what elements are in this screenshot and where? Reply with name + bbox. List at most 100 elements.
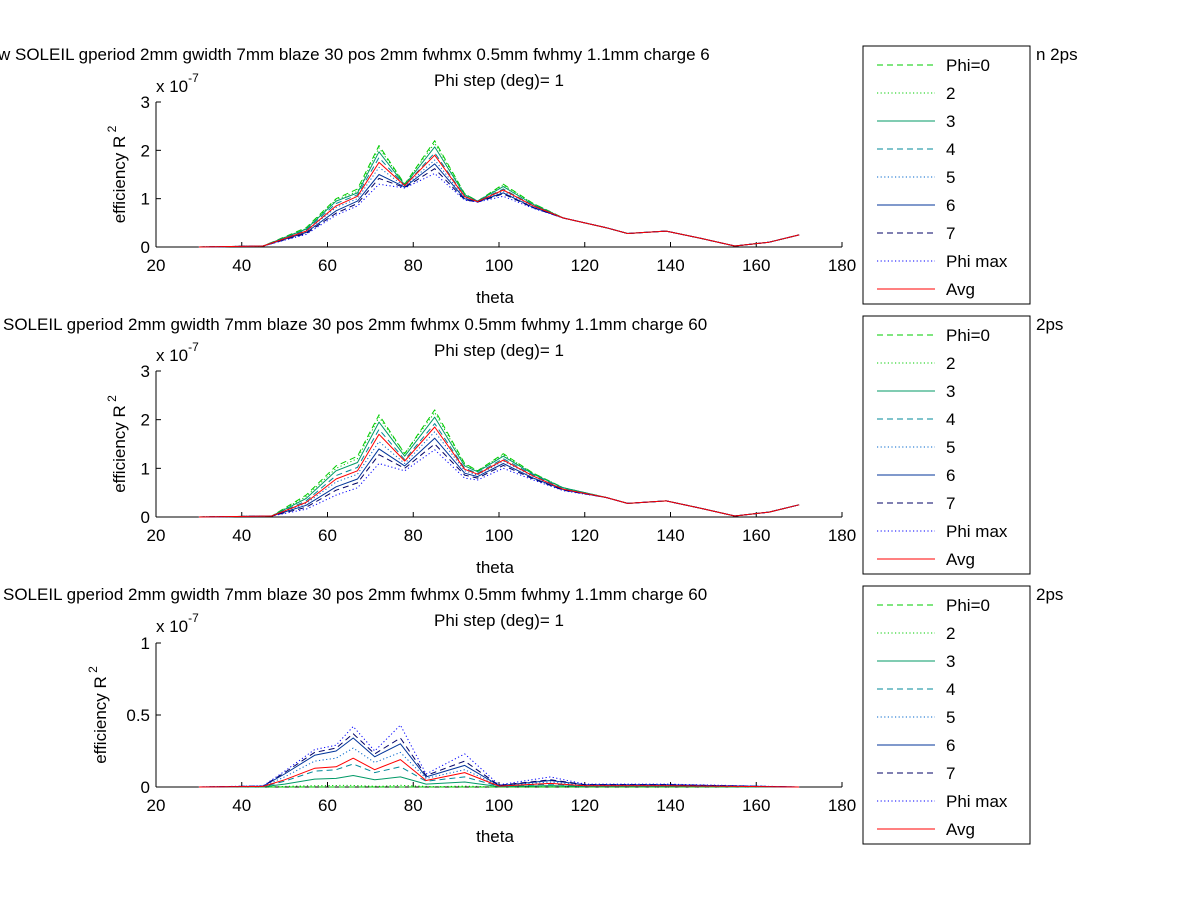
legend-label: Avg: [946, 280, 975, 299]
x-tick-label: 180: [828, 526, 856, 545]
series-line: [198, 784, 800, 788]
legend-box: [862, 585, 1031, 845]
x-tick-label: 60: [318, 256, 337, 275]
legend-label: 3: [946, 382, 955, 401]
series-line: [198, 733, 800, 788]
series-line: [198, 168, 800, 248]
series-line: [198, 154, 800, 248]
y-axis-label: efficiency R 2: [105, 125, 129, 223]
legend-label: 7: [946, 224, 955, 243]
legend: Phi=0 2 3 4 5 6 7 Phi max Avg: [862, 45, 1031, 305]
x-axis-label: theta: [476, 827, 514, 846]
x-tick-label: 120: [571, 256, 599, 275]
y-exponent-label: x 10-7: [156, 340, 199, 365]
chart-title-tail: n 2ps: [1036, 45, 1078, 64]
y-tick-label: 1: [141, 190, 150, 209]
legend-label: 5: [946, 708, 955, 727]
chart-title-tail: 2ps: [1036, 585, 1063, 604]
legend-label: 6: [946, 196, 955, 215]
x-tick-label: 60: [318, 796, 337, 815]
x-tick-label: 140: [656, 526, 684, 545]
series-line: [198, 775, 800, 788]
series-line: [198, 159, 800, 248]
y-tick-label: 2: [141, 141, 150, 160]
x-tick-label: 80: [404, 796, 423, 815]
x-tick-label: 140: [656, 256, 684, 275]
y-tick-label: 0.5: [126, 706, 150, 725]
legend-label: 5: [946, 168, 955, 187]
x-tick-label: 40: [232, 256, 251, 275]
x-tick-label: 100: [485, 526, 513, 545]
series-line: [198, 152, 800, 248]
x-tick-label: 180: [828, 256, 856, 275]
series-line: [198, 142, 800, 248]
y-exponent-label: x 10-7: [156, 71, 199, 96]
y-tick-label: 2: [141, 411, 150, 430]
chart-title-tail: 2ps: [1036, 315, 1063, 334]
legend-label: Phi=0: [946, 596, 990, 615]
legend-label: 3: [946, 112, 955, 131]
x-tick-label: 60: [318, 526, 337, 545]
x-tick-label: 80: [404, 526, 423, 545]
x-tick-label: 120: [571, 796, 599, 815]
x-tick-label: 140: [656, 796, 684, 815]
chart-title: SOLEIL gperiod 2mm gwidth 7mm blaze 30 p…: [3, 585, 707, 604]
y-tick-label: 0: [141, 508, 150, 527]
legend-label: 6: [946, 736, 955, 755]
legend-label: 2: [946, 84, 955, 103]
legend-label: 2: [946, 354, 955, 373]
y-tick-label: 0: [141, 238, 150, 257]
series-line: [198, 426, 800, 518]
x-tick-label: 20: [147, 526, 166, 545]
x-tick-label: 100: [485, 796, 513, 815]
chart-2: 20 40 60 80 100 120 140 160 180 0 1 2 3 x 10-7 SOLEIL …: [3, 315, 1063, 577]
x-tick-label: 20: [147, 796, 166, 815]
x-tick-label: 40: [232, 526, 251, 545]
legend-label: 4: [946, 680, 955, 699]
series-line: [198, 416, 800, 518]
legend-box: [862, 45, 1031, 305]
legend-label: Phi=0: [946, 326, 990, 345]
series-line: [198, 409, 800, 518]
x-tick-label: 20: [147, 256, 166, 275]
y-tick-label: 3: [141, 362, 150, 381]
y-exponent-label: x 10-7: [156, 611, 199, 636]
y-tick-label: 1: [141, 634, 150, 653]
legend-label: Phi=0: [946, 56, 990, 75]
legend: Phi=0 2 3 4 5 6 7 Phi max Avg: [862, 585, 1031, 845]
x-tick-label: 160: [742, 526, 770, 545]
legend-label: 2: [946, 624, 955, 643]
series-line: [198, 431, 800, 518]
x-tick-label: 180: [828, 796, 856, 815]
legend-label: Phi max: [946, 792, 1008, 811]
x-tick-label: 100: [485, 256, 513, 275]
x-tick-label: 160: [742, 796, 770, 815]
chart-title: SOLEIL gperiod 2mm gwidth 7mm blaze 30 p…: [3, 315, 707, 334]
legend-label: 7: [946, 494, 955, 513]
x-tick-label: 120: [571, 526, 599, 545]
series-line: [198, 757, 800, 788]
legend: Phi=0 2 3 4 5 6 7 Phi max Avg: [862, 315, 1031, 575]
chart-1: 20 40 60 80 100 120 140 160 180 0 1 2 3 x 10-7 w SOLEI…: [0, 45, 1078, 307]
y-axis-label: efficiency R 2: [105, 395, 129, 493]
legend-label: Avg: [946, 550, 975, 569]
chart-subtitle: Phi step (deg)= 1: [434, 611, 564, 630]
legend-label: 7: [946, 764, 955, 783]
legend-label: 5: [946, 438, 955, 457]
legend-label: 4: [946, 410, 955, 429]
series-line: [198, 423, 800, 518]
series-line: [198, 747, 800, 788]
chart-title: w SOLEIL gperiod 2mm gwidth 7mm blaze 30…: [0, 45, 710, 64]
legend-label: 6: [946, 466, 955, 485]
x-tick-label: 80: [404, 256, 423, 275]
y-tick-label: 1: [141, 459, 150, 478]
y-tick-label: 3: [141, 93, 150, 112]
x-tick-label: 160: [742, 256, 770, 275]
chart-3: 20 40 60 80 100 120 140 160 180 0 0.5 1 x 10-7 SOLEIL…: [3, 585, 1063, 846]
y-axis-label: efficiency R 2: [86, 666, 110, 764]
legend-label: Phi max: [946, 252, 1008, 271]
series-line: [198, 411, 800, 518]
y-tick-label: 0: [141, 778, 150, 797]
legend-label: 4: [946, 140, 955, 159]
legend-box: [862, 315, 1031, 575]
